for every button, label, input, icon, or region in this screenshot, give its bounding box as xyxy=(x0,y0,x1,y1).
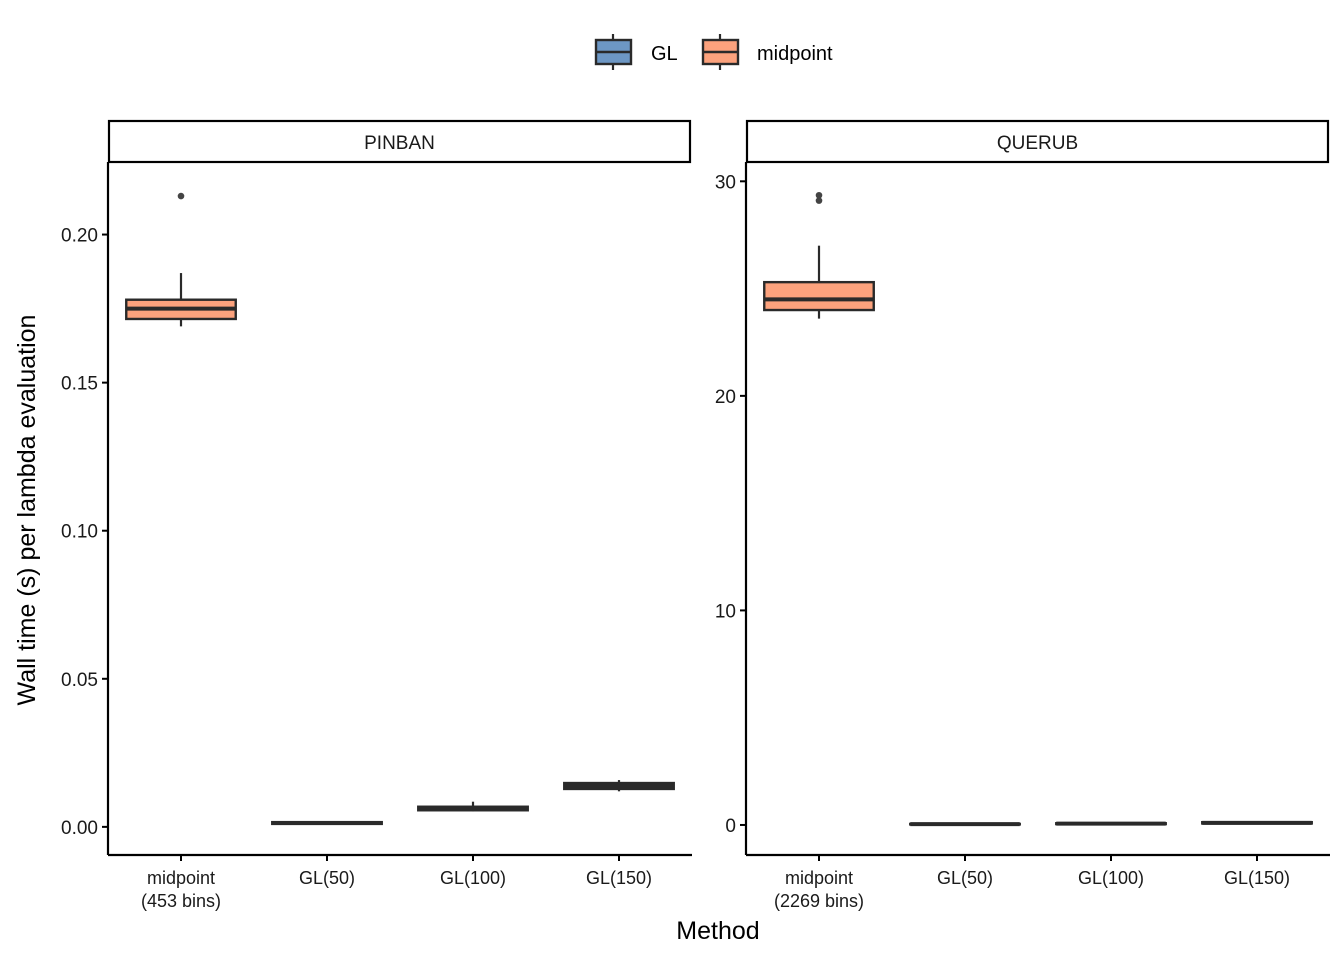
y-tick-label: 0.00 xyxy=(61,818,98,839)
panel-pinban: 0.00 0.05 0.10 0.15 0.20 midpoint (453 bins) GL… xyxy=(61,162,692,911)
y-tick-label: 0 xyxy=(725,816,736,837)
box-gl xyxy=(563,780,675,792)
x-tick-label: GL(50) xyxy=(937,868,993,888)
legend-key-gl xyxy=(594,34,633,70)
legend-key-midpoint xyxy=(701,34,740,70)
box-gl xyxy=(1201,820,1313,825)
box-gl xyxy=(271,820,383,826)
x-tick-label: GL(100) xyxy=(1078,868,1144,888)
y-tick-label: 20 xyxy=(715,387,736,408)
x-tick-label: GL(150) xyxy=(1224,868,1290,888)
legend-label-gl: GL xyxy=(651,43,678,65)
box-gl xyxy=(1055,821,1167,826)
strip-querub xyxy=(745,119,1330,164)
box-iqr xyxy=(763,280,875,312)
x-tick-label: GL(50) xyxy=(299,868,355,888)
legend: GL midpoint xyxy=(594,34,833,70)
strip-pinban xyxy=(107,119,692,164)
strip-label-pinban: PINBAN xyxy=(364,133,435,154)
box-gl xyxy=(417,801,529,812)
outlier-point xyxy=(815,191,823,199)
y-tick-label: 30 xyxy=(715,172,736,193)
box-gl xyxy=(909,822,1021,827)
panel-querub: 0 10 20 30 midpoint (2269 bins) GL(50) GL(100) G… xyxy=(715,162,1330,911)
outlier-point xyxy=(177,192,185,200)
outlier-point xyxy=(815,197,823,204)
y-tick-label: 0.05 xyxy=(61,670,98,691)
y-tick-label: 0.20 xyxy=(61,226,98,247)
strip-label-querub: QUERUB xyxy=(997,133,1078,154)
y-axis-title: Wall time (s) per lambda evaluation xyxy=(13,315,41,706)
y-tick-label: 10 xyxy=(715,601,736,622)
y-tick-label: 0.15 xyxy=(61,374,98,395)
box-midpoint xyxy=(125,192,237,327)
box-midpoint xyxy=(763,191,875,319)
x-tick-label: (453 bins) xyxy=(141,891,221,911)
x-tick-label: GL(100) xyxy=(440,868,506,888)
x-tick-label: GL(150) xyxy=(586,868,652,888)
x-axis-title: Method xyxy=(676,917,759,945)
x-tick-label: midpoint xyxy=(785,868,853,888)
y-tick-label: 0.10 xyxy=(61,522,98,543)
x-tick-label: (2269 bins) xyxy=(774,891,864,911)
x-tick-label: midpoint xyxy=(147,868,215,888)
legend-label-midpoint: midpoint xyxy=(757,43,833,65)
